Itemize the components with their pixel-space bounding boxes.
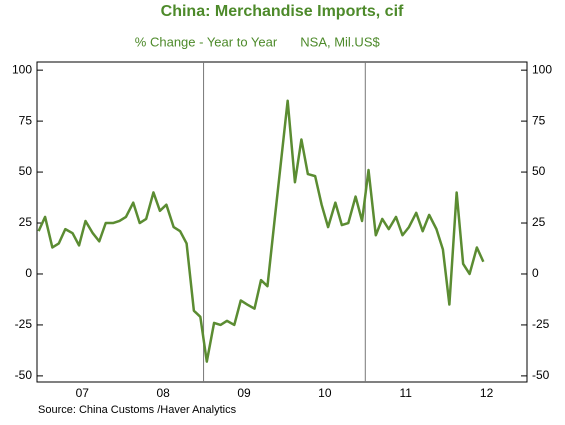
x-tick-label: 07 xyxy=(76,386,90,400)
plot-frame xyxy=(36,61,528,383)
y-tick-label: 25 xyxy=(19,215,33,229)
x-tick-label: 10 xyxy=(318,386,332,400)
x-tick-label: 09 xyxy=(237,386,251,400)
y2-tick-label: 100 xyxy=(532,62,552,76)
data-line xyxy=(37,99,485,363)
y2-tick-label: 50 xyxy=(532,164,546,178)
y-tick-label: -25 xyxy=(15,317,33,331)
x-tick-label: 12 xyxy=(480,386,494,400)
chart-subtitle-note: NSA, Mil.US$ xyxy=(300,34,380,49)
y-tick-label: 50 xyxy=(19,164,33,178)
y2-tick-label: 25 xyxy=(532,215,546,229)
chart-title: China: Merchandise Imports, cif xyxy=(161,3,404,20)
chart-subtitle: % Change - Year to Year xyxy=(135,34,278,49)
x-tick-label: 08 xyxy=(156,386,170,400)
y2-tick-label: -25 xyxy=(532,317,550,331)
y2-tick-label: 75 xyxy=(532,113,546,127)
source-note: Source: China Customs /Haver Analytics xyxy=(38,404,237,416)
y2-tick-label: 0 xyxy=(532,266,539,280)
y-tick-label: -50 xyxy=(15,368,33,382)
y-tick-label: 75 xyxy=(19,113,33,127)
y-tick-label: 100 xyxy=(12,62,32,76)
y-tick-label: 0 xyxy=(25,266,32,280)
y2-tick-label: -50 xyxy=(532,368,550,382)
x-tick-label: 11 xyxy=(399,386,412,400)
